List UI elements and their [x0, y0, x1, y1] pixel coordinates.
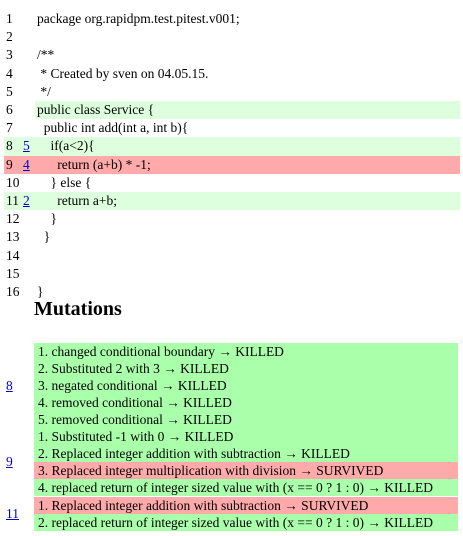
mutation-count	[23, 28, 35, 46]
source-text: if(a<2){	[35, 137, 460, 156]
mutation-count-link[interactable]: 2	[23, 192, 30, 208]
code-line: 16}	[4, 283, 460, 301]
source-text	[35, 28, 460, 46]
line-number: 3	[6, 47, 13, 63]
source-text: * Created by sven on 04.05.15.	[37, 65, 209, 81]
mutation-item: 3. negated conditional → KILLED	[34, 377, 458, 394]
code-line: 13 }	[4, 228, 460, 246]
mutation-item: 4. removed conditional → KILLED	[34, 394, 458, 411]
line-number: 15	[6, 265, 20, 281]
source-text: package org.rapidpm.test.pitest.v001;	[37, 11, 240, 27]
code-line: 14	[4, 246, 460, 264]
mutation-count	[23, 83, 35, 101]
mutation-line-link[interactable]: 11	[6, 506, 19, 521]
mutation-count	[23, 246, 35, 264]
line-number: 9	[4, 155, 23, 174]
code-line: 5 */	[4, 83, 460, 101]
source-text: }	[37, 283, 44, 299]
code-line: 15	[4, 265, 460, 283]
line-number: 7	[6, 120, 13, 136]
source-code-table: 1 package org.rapidpm.test.pitest.v001; 2 3…	[4, 10, 460, 301]
source-text: return (a+b) * -1;	[35, 155, 460, 174]
code-line: 11 2 return a+b;	[4, 191, 460, 211]
line-number: 6	[6, 102, 13, 118]
mutation-line-link[interactable]: 9	[6, 454, 13, 469]
line-number: 11	[4, 191, 23, 211]
mutation-count: 2	[23, 191, 35, 211]
line-number: 2	[6, 29, 13, 45]
mutation-count: 5	[23, 137, 35, 156]
line-number: 4	[6, 65, 13, 81]
source-text	[35, 265, 460, 283]
code-line: 4 * Created by sven on 04.05.15.	[4, 65, 460, 83]
mutations-heading: Mutations	[34, 298, 122, 320]
code-line: 1 package org.rapidpm.test.pitest.v001;	[4, 10, 460, 28]
mutation-item: 2. Replaced integer addition with subtra…	[34, 445, 458, 462]
mutation-item: 4. replaced return of integer sized valu…	[34, 479, 458, 496]
mutation-count	[23, 101, 35, 119]
mutation-count	[23, 119, 35, 137]
mutation-count	[23, 10, 35, 28]
line-number: 13	[6, 229, 20, 245]
code-line: 7 public int add(int a, int b){	[4, 119, 460, 137]
source-text: }	[37, 229, 51, 245]
mutation-count-link[interactable]: 4	[23, 156, 30, 172]
line-number: 1	[6, 11, 13, 27]
mutation-item: 1. Replaced integer addition with subtra…	[34, 497, 458, 514]
mutation-line-link[interactable]: 8	[6, 377, 13, 393]
mutation-item: 1. Substituted -1 with 0 → KILLED	[34, 428, 458, 445]
source-text: */	[37, 83, 51, 99]
line-number: 14	[6, 247, 20, 263]
mutation-item: 5. removed conditional → KILLED	[34, 411, 458, 428]
mutation-count	[23, 210, 35, 228]
source-text: /**	[37, 47, 55, 63]
code-line: 6 public class Service {	[4, 100, 460, 120]
mutation-item: 2. replaced return of integer sized valu…	[34, 514, 458, 531]
mutation-item: 3. Replaced integer multiplication with …	[34, 462, 458, 479]
source-text: return a+b;	[35, 191, 460, 211]
line-number: 12	[6, 211, 20, 227]
line-number: 5	[6, 83, 13, 99]
source-text: }	[37, 211, 57, 227]
line-number: 16	[6, 283, 20, 299]
mutation-count	[23, 65, 35, 83]
source-text: } else {	[37, 174, 92, 190]
mutation-count	[23, 228, 35, 246]
mutation-count: 4	[23, 155, 35, 174]
mutation-item: 2. Substituted 2 with 3 → KILLED	[34, 360, 458, 377]
source-text	[35, 246, 460, 264]
mutation-count-link[interactable]: 5	[23, 138, 30, 154]
mutation-count	[23, 46, 35, 64]
code-line: 10 } else {	[4, 174, 460, 192]
source-text: public class Service {	[35, 100, 460, 120]
mutation-count	[23, 174, 35, 192]
line-number: 10	[6, 174, 20, 190]
code-line: 2	[4, 28, 460, 46]
mutation-item: 1. changed conditional boundary → KILLED	[34, 343, 458, 360]
mutation-count	[23, 265, 35, 283]
code-line: 3 /**	[4, 46, 460, 64]
source-text: public int add(int a, int b){	[37, 120, 189, 136]
line-number: 8	[4, 137, 23, 156]
code-line: 12 }	[4, 210, 460, 228]
